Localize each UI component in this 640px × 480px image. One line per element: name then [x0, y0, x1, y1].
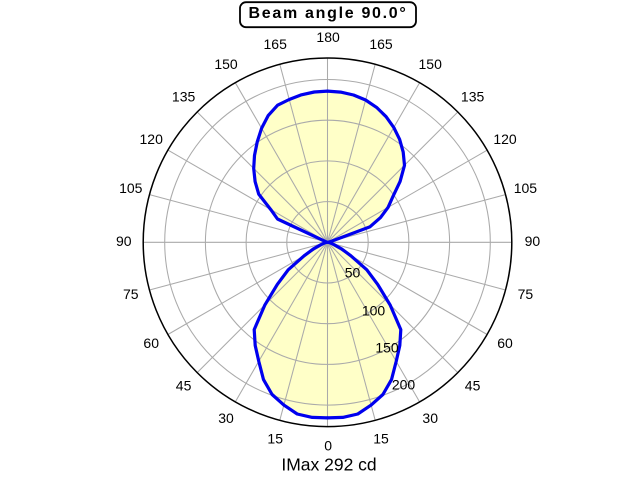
svg-text:60: 60: [497, 335, 513, 351]
svg-text:50: 50: [345, 265, 361, 281]
svg-text:200: 200: [392, 377, 416, 393]
svg-text:IMax 292 cd: IMax 292 cd: [281, 455, 376, 475]
svg-text:150: 150: [419, 56, 443, 72]
svg-text:15: 15: [373, 430, 389, 446]
svg-text:90: 90: [525, 233, 541, 249]
svg-text:45: 45: [176, 378, 192, 394]
svg-text:60: 60: [143, 335, 159, 351]
svg-text:135: 135: [461, 89, 485, 105]
svg-text:165: 165: [264, 36, 288, 52]
svg-text:75: 75: [518, 286, 534, 302]
svg-text:135: 135: [172, 89, 196, 105]
svg-text:0: 0: [324, 437, 332, 453]
svg-text:165: 165: [369, 36, 393, 52]
svg-text:75: 75: [123, 286, 139, 302]
svg-text:150: 150: [214, 56, 238, 72]
svg-text:150: 150: [375, 340, 399, 356]
svg-text:30: 30: [218, 410, 234, 426]
svg-text:100: 100: [362, 303, 386, 319]
svg-text:120: 120: [493, 131, 517, 147]
svg-text:90: 90: [116, 233, 132, 249]
svg-text:180: 180: [316, 29, 340, 45]
svg-text:45: 45: [465, 378, 481, 394]
svg-text:Beam angle 90.0°: Beam angle 90.0°: [249, 5, 408, 22]
svg-text:120: 120: [140, 131, 164, 147]
svg-text:30: 30: [422, 410, 438, 426]
svg-text:15: 15: [267, 430, 283, 446]
svg-text:105: 105: [119, 180, 143, 196]
svg-text:105: 105: [514, 180, 538, 196]
